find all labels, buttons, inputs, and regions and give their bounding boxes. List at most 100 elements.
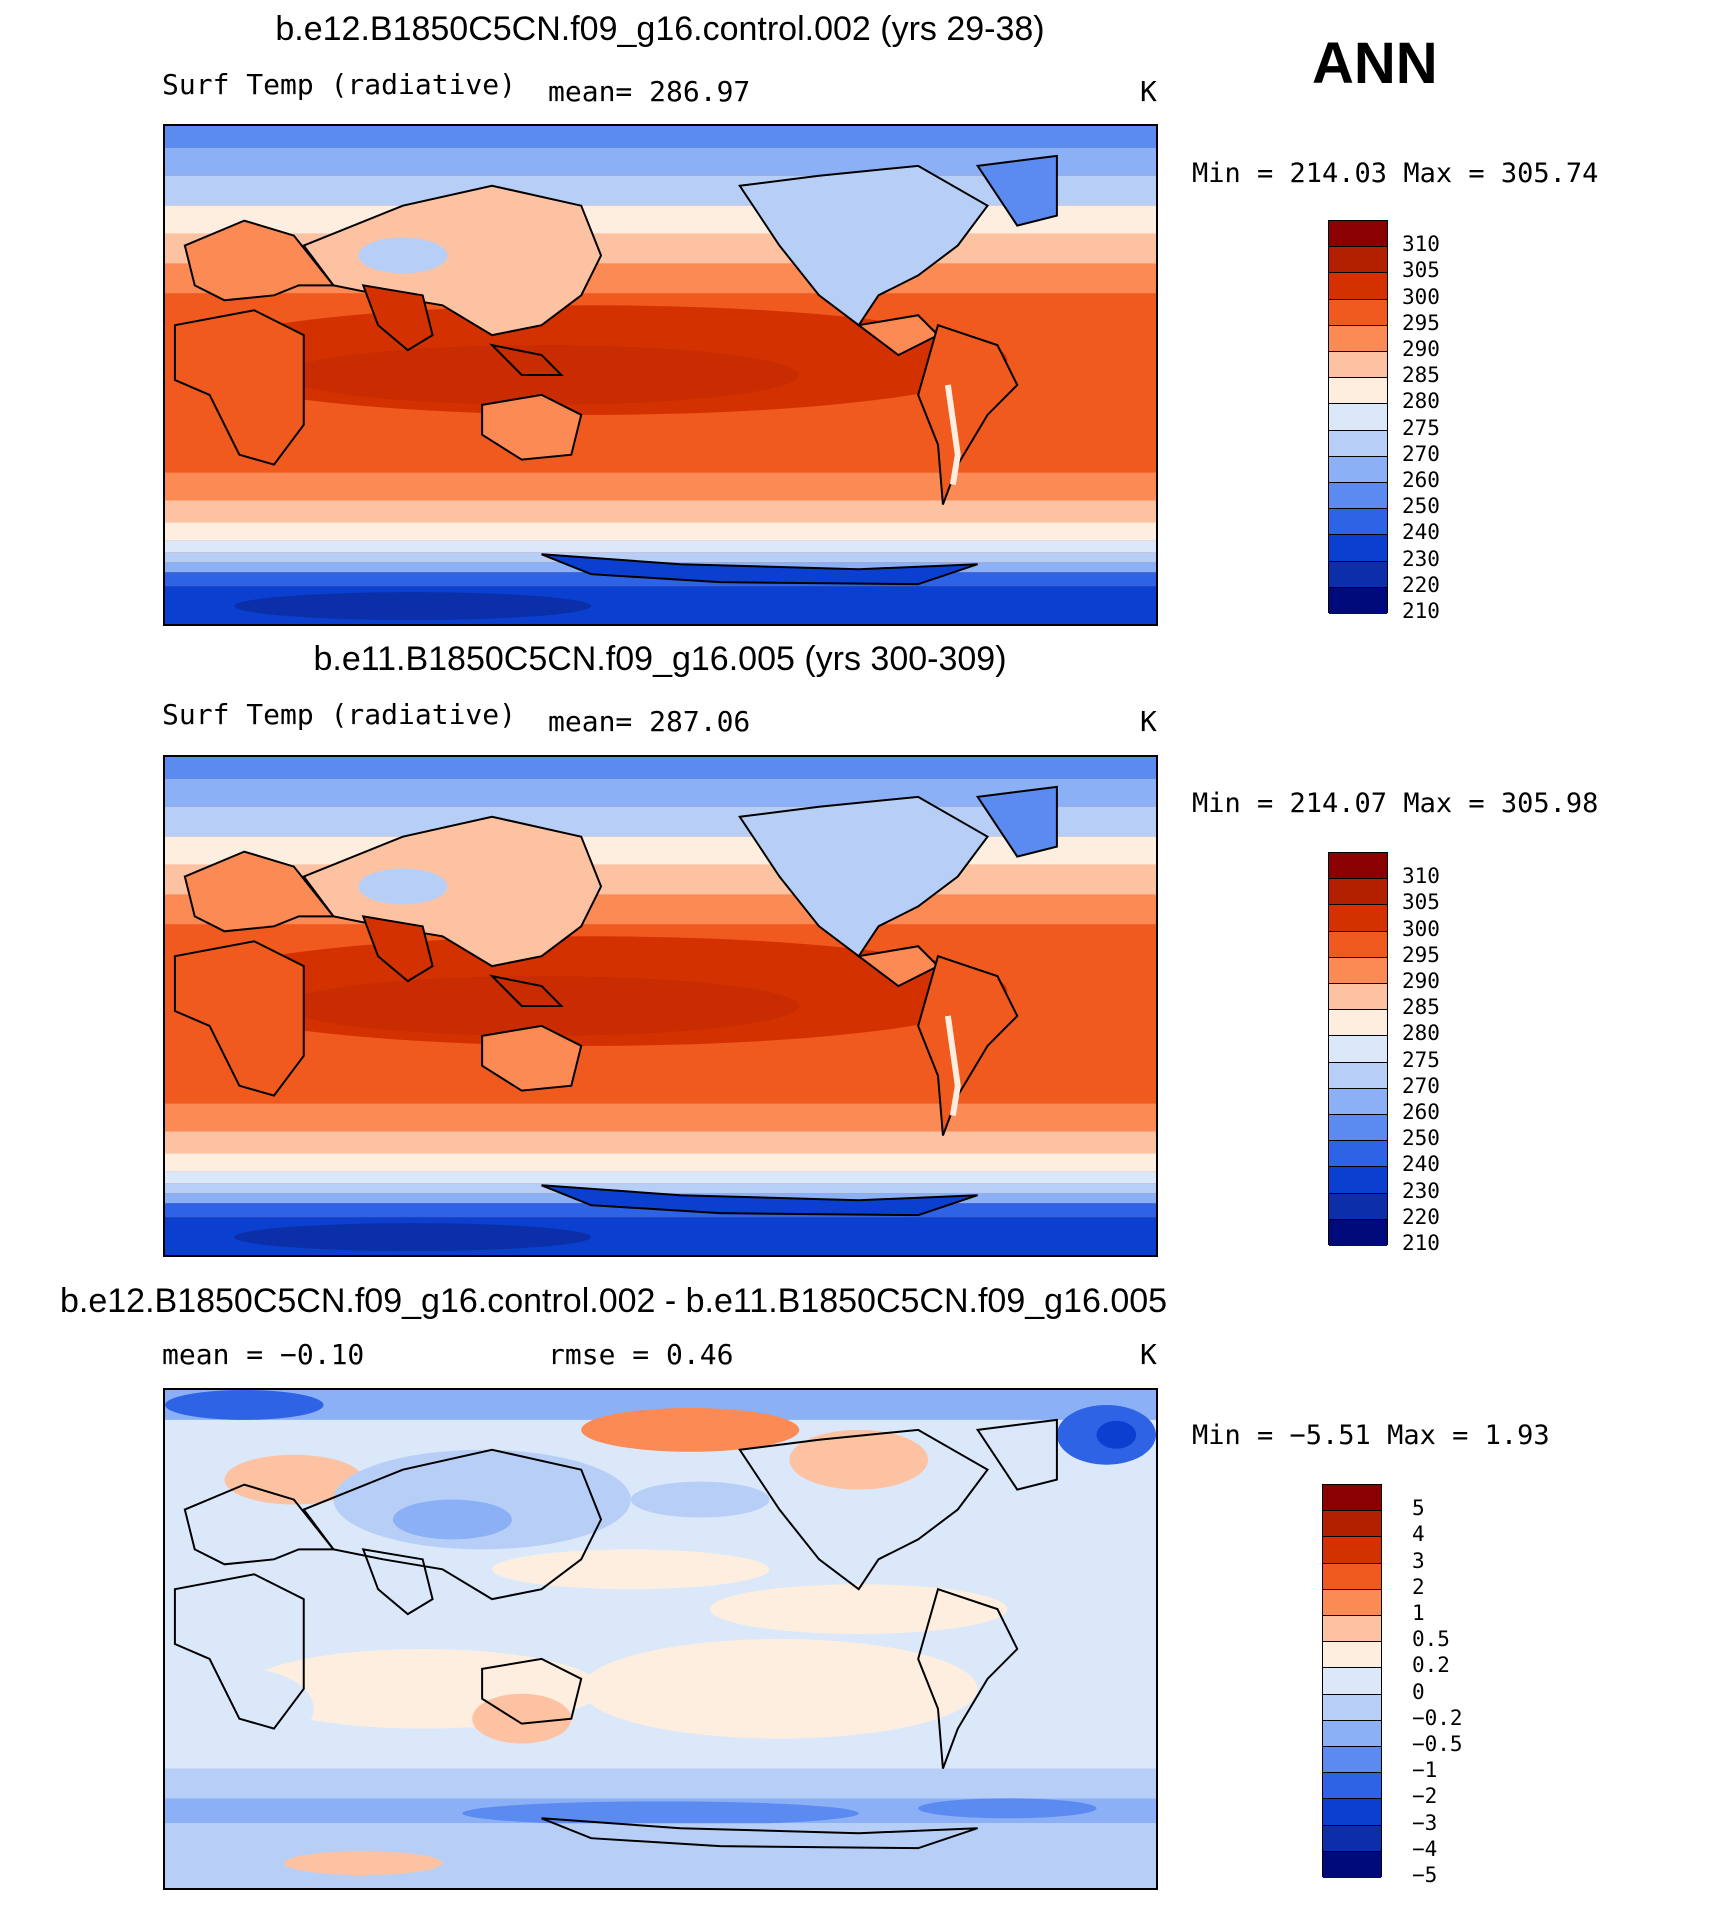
panel-3-colorbar-swatch [1323,1642,1381,1669]
panel-3-colorbar-label: −0.2 [1412,1705,1463,1730]
panel-2-colorbar-label: 220 [1402,1204,1440,1229]
panel-1-colorbar-swatch [1329,483,1387,510]
panel-2-colorbar-swatch [1329,1010,1387,1037]
panel-2-colorbar-swatch [1329,1088,1387,1115]
panel-1-colorbar-label: 285 [1402,363,1440,388]
panel-1-colorbar-label: 270 [1402,441,1440,466]
panel-3-colorbar-label: 0 [1412,1679,1425,1704]
panel-2-colorbar-swatch [1329,1036,1387,1063]
panel-1-colorbar-swatch [1329,299,1387,326]
panel-1-colorbar-label: 300 [1402,284,1440,309]
panel-2-map-svg [165,757,1156,1255]
panel-1-colorbar-swatch [1329,378,1387,405]
panel-3-colorbar-swatch [1323,1537,1381,1564]
panel-2-colorbar-swatch [1329,1167,1387,1194]
panel-1-colorbar-swatch [1329,430,1387,457]
panel-2-colorbar-label: 260 [1402,1100,1440,1124]
panel-2-colorbar-label: 310 [1402,864,1440,889]
panel-2-colorbar-swatch [1329,957,1387,984]
panel-2-colorbar-swatch [1329,1193,1387,1220]
panel-3-colorbar-swatch [1323,1511,1381,1538]
panel-1-colorbar-label: 250 [1402,494,1440,519]
panel-3-colorbar-swatch [1323,1694,1381,1721]
panel-1-colorbar-label: 305 [1402,258,1440,283]
panel-1-colorbar-swatch [1329,587,1387,614]
panel-2-colorbar-swatch [1329,905,1387,932]
panel-2-colorbar-label: 275 [1402,1047,1440,1072]
panel-2-colorbar-swatch [1329,879,1387,906]
panel-2-minmax: Min = 214.07 Max = 305.98 [1192,788,1599,819]
panel-3-colorbar-box [1322,1484,1382,1878]
panel-1-colorbar-label: 290 [1402,337,1440,361]
panel-3-map [163,1388,1158,1890]
panel-1-colorbar-swatch [1329,221,1387,248]
panel-2-colorbar-label: 300 [1402,916,1440,941]
panel-2-colorbar-label: 285 [1402,995,1440,1020]
panel-1-colorbar-label: 240 [1402,520,1440,545]
panel-3-colorbar-swatch [1323,1668,1381,1695]
panel-3-colorbar-label: −1 [1412,1758,1438,1783]
panel-1-mean-label: mean= 286.97 [548,75,751,108]
panel-2-colorbar-label: 230 [1402,1178,1440,1203]
panel-3-colorbar-swatch [1323,1747,1381,1774]
panel-3-colorbar-swatch [1323,1720,1381,1747]
panel-2-mean-label: mean= 287.06 [548,705,751,738]
panel-1-title: b.e12.B1850C5CN.f09_g16.control.002 (yrs… [275,10,1045,48]
panel-3-rmse-label: rmse = 0.46 [548,1338,734,1371]
panel-3-colorbar-label: 5 [1412,1496,1425,1521]
panel-3-minmax: Min = −5.51 Max = 1.93 [1192,1420,1550,1451]
panel-1-colorbar-swatch [1329,325,1387,352]
panel-2-map [163,755,1158,1257]
panel-1-colorbar-box [1328,220,1388,614]
panel-3-units: K [1140,1338,1157,1371]
panel-1-colorbar-label: 210 [1402,599,1440,623]
panel-2-units: K [1140,705,1157,738]
panel-3-colorbar-swatch [1323,1485,1381,1512]
panel-1-colorbar-swatch [1329,456,1387,483]
panel-2-colorbar-swatch [1329,984,1387,1011]
panel-1-variable-label: Surf Temp (radiative) [162,68,517,101]
panel-2-colorbar-swatch [1329,853,1387,880]
panel-1-colorbar-label: 260 [1402,468,1440,492]
panel-3-colorbar-label: −2 [1412,1784,1438,1809]
panel-2-colorbar-swatch [1329,1062,1387,1089]
panel-1-colorbar-label: 230 [1402,546,1440,571]
panel-2-colorbar-label: 250 [1402,1126,1440,1151]
panel-2-title: b.e11.B1850C5CN.f09_g16.005 (yrs 300-309… [313,640,1007,678]
panel-1-minmax: Min = 214.03 Max = 305.74 [1192,158,1599,189]
panel-2-variable-label: Surf Temp (radiative) [162,698,517,731]
panel-1-colorbar-swatch [1329,404,1387,431]
panel-3-map-svg [165,1390,1156,1888]
season-label: ANN [1312,31,1438,96]
panel-2-colorbar-label: 280 [1402,1021,1440,1046]
panel-1-map-svg [165,126,1156,624]
panel-3-colorbar-label: −0.5 [1412,1732,1463,1756]
panel-3-colorbar-swatch [1323,1773,1381,1800]
panel-3-colorbar-swatch [1323,1616,1381,1643]
panel-1-colorbar-label: 280 [1402,389,1440,414]
panel-2-colorbar-swatch [1329,1219,1387,1246]
panel-2-colorbar-label: 270 [1402,1073,1440,1098]
panel-1-colorbar-swatch [1329,273,1387,300]
panel-2-colorbar-swatch [1329,1141,1387,1168]
panel-3-colorbar-label: −4 [1412,1836,1438,1861]
panel-3-colorbar-label: 0.5 [1412,1627,1450,1652]
panel-3-colorbar-label: 1 [1412,1601,1425,1625]
panel-1-units: K [1140,75,1157,108]
panel-3-colorbar-label: 4 [1412,1522,1425,1547]
panel-1-colorbar-swatch [1329,561,1387,588]
panel-2-colorbar-label: 210 [1402,1231,1440,1255]
panel-3-colorbar-label: 0.2 [1412,1653,1450,1678]
panel-2-colorbar-box [1328,852,1388,1246]
panel-3-colorbar-label: 2 [1412,1574,1425,1599]
panel-3-title: b.e12.B1850C5CN.f09_g16.control.002 - b.… [60,1282,1168,1320]
panel-3-mean-label: mean = −0.10 [162,1338,365,1371]
panel-1-colorbar-label: 295 [1402,310,1440,335]
panel-1-colorbar-label: 310 [1402,232,1440,257]
panel-1-colorbar-swatch [1329,352,1387,379]
panel-1-colorbar-swatch [1329,247,1387,274]
panel-3-colorbar-swatch [1323,1825,1381,1852]
panel-2-colorbar-label: 290 [1402,969,1440,993]
panel-3-colorbar-swatch [1323,1799,1381,1826]
panel-3-colorbar-label: −3 [1412,1810,1438,1835]
